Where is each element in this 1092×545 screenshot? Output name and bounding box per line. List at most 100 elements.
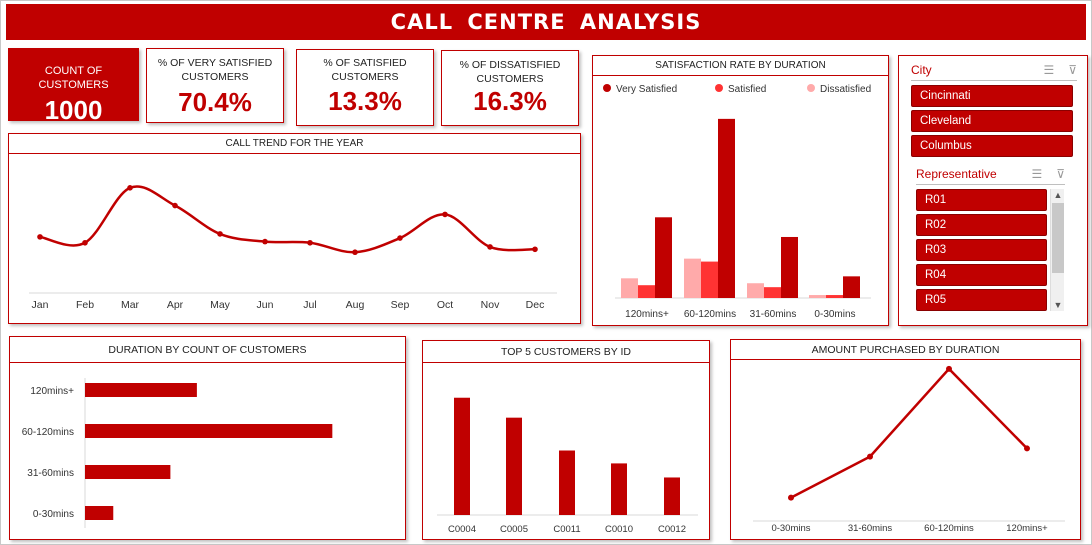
top5-chart: C0004 C0005 C0011 C0010 C0012 <box>437 397 698 535</box>
kpi-value: 70.4% <box>178 87 252 117</box>
kpi-dissatisfied: % OF DISSATISFIED CUSTOMERS 16.3% <box>441 50 579 126</box>
scroll-thumb[interactable] <box>1052 203 1064 273</box>
representative-item-r02[interactable]: R02 <box>916 214 1047 236</box>
bar-dissatisfied <box>747 283 764 298</box>
legend-label: Satisfied <box>728 84 766 95</box>
kpi-value: 16.3% <box>473 86 547 116</box>
legend-marker <box>807 84 815 92</box>
legend-label: Dissatisfied <box>820 84 871 95</box>
representative-item-r03[interactable]: R03 <box>916 239 1047 261</box>
x-tick-label: 60-120mins <box>924 523 974 534</box>
satisfaction-panel: SATISFACTION RATE BY DURATION Very Satis… <box>592 55 889 326</box>
x-tick-label: Jun <box>257 299 274 311</box>
top5-panel: TOP 5 CUSTOMERS BY ID C0004 C0005 C0011 C00… <box>422 340 710 540</box>
legend-label: Very Satisfied <box>616 84 677 95</box>
x-tick-label: 120mins+ <box>1006 523 1048 534</box>
representative-item-r04[interactable]: R04 <box>916 264 1047 286</box>
x-tick-label: C0004 <box>448 524 476 535</box>
duration-bar <box>85 424 333 438</box>
kpi-count-customers: COUNT OF CUSTOMERS 1000 <box>8 48 139 125</box>
amount-line <box>790 367 1028 499</box>
multi-select-icon[interactable]: ☰ <box>1031 166 1043 181</box>
representative-scrollbar[interactable]: ▲ ▼ <box>1050 189 1064 311</box>
amount-point <box>946 365 952 372</box>
city-item-cleveland[interactable]: Cleveland <box>911 110 1073 132</box>
x-tick-label: 31-60mins <box>848 523 893 534</box>
kpi-satisfied: % OF SATISFIED CUSTOMERS 13.3% <box>296 49 434 126</box>
clear-filter-icon[interactable]: ⊽ <box>1068 62 1077 77</box>
x-tick-label: 0-30mins <box>814 309 855 320</box>
representative-item-r01[interactable]: R01 <box>916 189 1047 211</box>
city-slicer-header: City ☰ ⊽ <box>911 59 1077 81</box>
bar-very-satisfied <box>655 217 672 298</box>
x-tick-label: 31-60mins <box>750 309 797 320</box>
amount-point <box>1024 445 1030 452</box>
trend-point <box>127 185 133 191</box>
trend-point <box>37 234 43 240</box>
multi-select-icon[interactable]: ☰ <box>1043 62 1055 77</box>
y-tick-label: 120mins+ <box>30 386 74 397</box>
duration-panel: DURATION BY COUNT OF CUSTOMERS 120mins+ 6… <box>9 336 406 540</box>
trend-point <box>352 249 358 256</box>
representative-slicer-title: Representative <box>916 166 997 181</box>
panel-title: DURATION BY COUNT OF CUSTOMERS <box>10 337 405 363</box>
x-tick-label: Sep <box>391 299 410 311</box>
x-tick-label: Jan <box>32 299 49 311</box>
trend-point <box>82 239 88 246</box>
bar-satisfied <box>701 261 718 298</box>
bar-satisfied <box>826 295 843 298</box>
satisfaction-chart: Very Satisfied Satisfied Dissatisfied 120mi… <box>603 84 871 320</box>
slicer-panel: City ☰ ⊽ Cincinnati Cleveland Columbus R… <box>898 55 1088 326</box>
representative-slicer-header: Representative ☰ ⊽ <box>916 163 1065 185</box>
duration-bar <box>85 383 197 397</box>
duration-bar <box>85 465 171 479</box>
trend-point <box>172 202 178 209</box>
trend-line <box>39 185 536 254</box>
y-tick-label: 0-30mins <box>33 509 74 520</box>
x-tick-label: C0010 <box>605 524 633 535</box>
legend-marker <box>715 84 723 92</box>
trend-point <box>307 239 313 246</box>
amount-point <box>788 494 794 501</box>
representative-item-r05[interactable]: R05 <box>916 289 1047 311</box>
customer-bar <box>611 463 627 515</box>
customer-bar <box>506 417 522 515</box>
x-tick-label: C0005 <box>500 524 528 535</box>
y-tick-label: 60-120mins <box>22 427 74 438</box>
x-tick-label: C0011 <box>553 524 580 535</box>
city-item-columbus[interactable]: Columbus <box>911 135 1073 157</box>
trend-point <box>442 211 448 218</box>
call-trend-panel: CALL TREND FOR THE YEAR Jan Feb Mar Apr May J… <box>8 133 581 324</box>
kpi-label: COUNT OF CUSTOMERS <box>38 65 109 91</box>
customer-bar <box>664 477 680 515</box>
x-tick-label: Oct <box>437 299 453 311</box>
panel-title: AMOUNT PURCHASED BY DURATION <box>731 340 1080 360</box>
x-tick-label: May <box>210 299 231 311</box>
dashboard-title: CALL CENTRE ANALYSIS <box>6 4 1086 40</box>
bar-very-satisfied <box>718 118 735 298</box>
x-tick-label: Nov <box>481 299 500 311</box>
bar-satisfied <box>764 287 781 298</box>
city-item-cincinnati[interactable]: Cincinnati <box>911 85 1073 107</box>
bar-dissatisfied <box>809 295 826 298</box>
panel-title: SATISFACTION RATE BY DURATION <box>593 56 888 76</box>
kpi-label: % OF DISSATISFIED CUSTOMERS <box>459 59 561 85</box>
y-tick-label: 31-60mins <box>27 468 74 479</box>
scroll-down-icon[interactable]: ▼ <box>1053 300 1063 310</box>
kpi-value: 13.3% <box>328 86 402 116</box>
scroll-up-icon[interactable]: ▲ <box>1053 190 1063 200</box>
trend-point <box>217 231 223 237</box>
trend-point <box>262 238 268 245</box>
x-tick-label: Jul <box>303 299 316 311</box>
duration-chart: 120mins+ 60-120mins 31-60mins 0-30mins <box>22 378 333 528</box>
legend-marker <box>603 84 611 92</box>
panel-title: CALL TREND FOR THE YEAR <box>9 134 580 154</box>
amount-chart: 0-30mins 31-60mins 60-120mins 120mins+ <box>753 365 1065 534</box>
bar-very-satisfied <box>843 276 860 298</box>
clear-filter-icon[interactable]: ⊽ <box>1056 166 1065 181</box>
customer-bar <box>454 397 470 515</box>
x-tick-label: Mar <box>121 299 140 311</box>
bar-very-satisfied <box>781 236 798 298</box>
x-tick-label: 120mins+ <box>625 309 669 320</box>
